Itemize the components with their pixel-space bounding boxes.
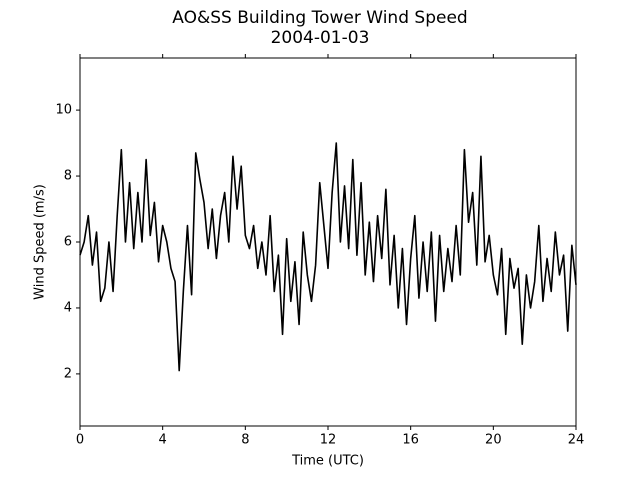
y-tick-label: 2 [64,366,72,381]
chart-subtitle: 2004-01-03 [271,28,370,48]
x-tick-label: 20 [485,433,502,448]
y-tick-label: 8 [64,169,72,184]
x-tick-label: 0 [76,433,84,448]
x-axis-label: Time (UTC) [291,454,364,469]
x-tick-label: 16 [402,433,419,448]
x-tick-label: 4 [159,433,167,448]
y-tick-label: 6 [64,235,72,250]
chart-title: AO&SS Building Tower Wind Speed [172,8,467,28]
plot-frame [79,57,577,427]
data-line [79,142,577,372]
x-tick-label: 24 [568,433,585,448]
y-axis-label: Wind Speed (m/s) [33,184,48,300]
x-tick-label: 8 [241,433,249,448]
x-tick-label: 12 [320,433,337,448]
y-tick-label: 10 [55,103,72,118]
y-tick-label: 4 [64,300,72,315]
